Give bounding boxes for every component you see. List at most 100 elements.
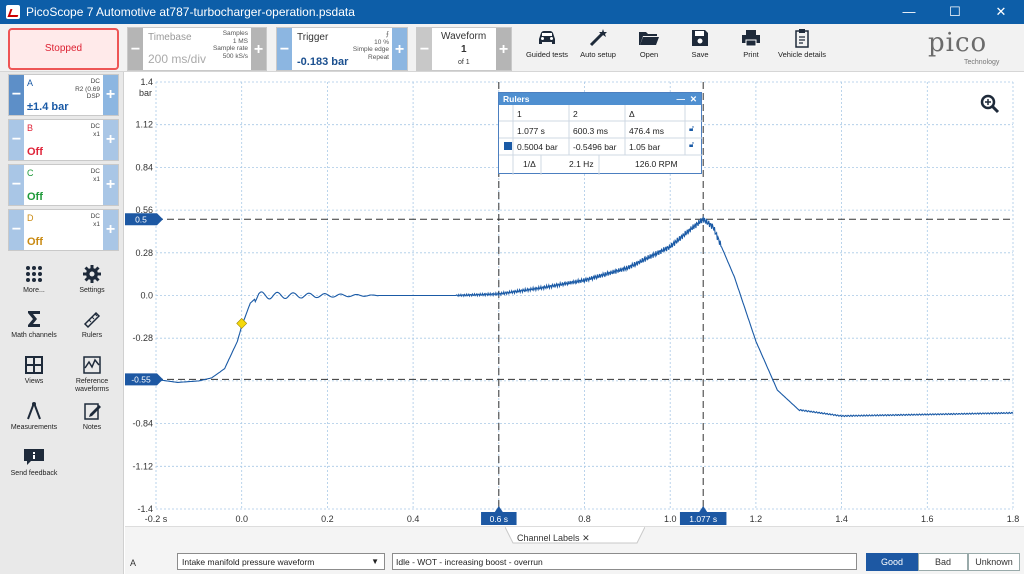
send-feedback-label: Send feedback	[10, 470, 58, 477]
channel-d-panel[interactable]: − D Off DC x1 +	[8, 209, 119, 251]
channel-b-panel[interactable]: − B Off DC x1 +	[8, 119, 119, 161]
save-label: Save	[691, 50, 709, 59]
minimize-button[interactable]: —	[902, 4, 916, 19]
vehicle-details-button[interactable]: Vehicle details	[772, 28, 832, 59]
channel-a-trace	[155, 215, 1014, 418]
views-icon	[25, 356, 43, 374]
y-unit-label: bar	[139, 88, 152, 98]
channel-b-name: B	[27, 123, 34, 133]
channel-d-decrease-button[interactable]: −	[9, 210, 24, 250]
ruler-icon	[83, 311, 101, 329]
channel-b-decrease-button[interactable]: −	[9, 120, 24, 160]
reference-waveforms-label: Reference waveforms	[75, 378, 109, 393]
more-button[interactable]: More...	[6, 264, 62, 295]
rulers-col2-header: 2	[573, 109, 578, 119]
timebase-increase-button[interactable]: +	[251, 28, 266, 70]
channel-d-probe: x1	[93, 220, 100, 228]
y-tick-label: 0.0	[140, 291, 153, 301]
rulers-frequency: 2.1 Hz	[569, 159, 594, 169]
channel-labels-close-icon[interactable]: ✕	[582, 533, 590, 543]
channel-b-increase-button[interactable]: +	[103, 120, 118, 160]
floppy-icon	[692, 30, 708, 46]
rulers-time-2: 600.3 ms	[573, 126, 608, 136]
guided-tests-button[interactable]: Guided tests	[517, 28, 577, 59]
waveform-description-input[interactable]: Idle - WOT - increasing boost - overrun	[392, 553, 857, 570]
rulers-panel[interactable]: Rulers — ✕ 1 2 Δ 1.077 s 600.3 ms 476.4 …	[498, 92, 703, 175]
reference-waveforms-button[interactable]: Reference waveforms	[64, 355, 120, 394]
waveform-current[interactable]: 1	[461, 44, 467, 55]
zoom-icon[interactable]	[979, 93, 1001, 115]
channel-a-decrease-button[interactable]: −	[9, 75, 24, 115]
y-tick-label: 1.12	[135, 120, 153, 130]
open-button[interactable]: Open	[619, 28, 679, 59]
channel-labels-tab[interactable]: Channel Labels ✕	[517, 533, 590, 544]
trigger-type[interactable]: Simple edge	[352, 46, 389, 53]
settings-button[interactable]: Settings	[64, 264, 120, 295]
auto-setup-button[interactable]: Auto setup	[568, 28, 628, 59]
channel-a-range[interactable]: ±1.4 bar	[27, 101, 69, 113]
close-window-button[interactable]: ✕	[995, 4, 1007, 19]
print-label: Print	[743, 50, 759, 59]
y-tick-label: 0.28	[135, 248, 153, 258]
print-button[interactable]: Print	[721, 28, 781, 59]
rulers-panel-header[interactable]: Rulers — ✕	[499, 93, 701, 105]
vertical-ruler-label: 0.6 s	[490, 514, 508, 524]
verdict-unknown-button[interactable]: Unknown	[968, 553, 1020, 571]
grid-dots-icon	[26, 266, 42, 282]
trigger-mode[interactable]: Repeat	[368, 53, 389, 61]
rulers-panel-title: Rulers	[503, 94, 530, 104]
verdict-good-button[interactable]: Good	[866, 553, 918, 571]
rulers-rpm: 126.0 RPM	[635, 159, 678, 169]
title-bar: PicoScope 7 Automotive at787-turbocharge…	[0, 0, 1024, 24]
channel-d-state[interactable]: Off	[27, 236, 43, 248]
rulers-minimize-icon[interactable]: —	[676, 94, 686, 104]
waveform-panel: − Waveform 1 of 1 +	[416, 27, 512, 71]
timebase-decrease-button[interactable]: −	[128, 28, 143, 70]
channel-c-state[interactable]: Off	[27, 191, 43, 203]
channel-c-coupling: DC	[90, 168, 100, 175]
open-label: Open	[639, 50, 659, 59]
more-label: More...	[23, 287, 45, 294]
waveform-label-select[interactable]: Intake manifold pressure waveform ▼	[177, 553, 385, 570]
y-tick-label: -0.28	[132, 333, 153, 343]
channel-c-name: C	[27, 168, 34, 178]
channel-a-panel[interactable]: − A ±1.4 bar DC R2 (0.69 DSP +	[8, 74, 119, 116]
rulers-value-lock-icon[interactable]: 🔓︎	[689, 140, 695, 149]
measurements-button[interactable]: Measurements	[6, 401, 62, 432]
channel-a-increase-button[interactable]: +	[103, 75, 118, 115]
wand-icon	[589, 29, 607, 47]
samples-value[interactable]: 1 MS	[232, 37, 248, 45]
channel-a-dsp: DSP	[86, 93, 100, 100]
x-tick-label: 1.2	[750, 514, 763, 524]
x-tick-label: 0.0	[235, 514, 248, 524]
rulers-label: Rulers	[81, 332, 103, 339]
channel-d-increase-button[interactable]: +	[103, 210, 118, 250]
verdict-bad-button[interactable]: Bad	[918, 553, 968, 571]
car-icon	[539, 31, 555, 44]
x-tick-label: 1.6	[921, 514, 934, 524]
rulers-time-lock-icon[interactable]: 🔓︎	[689, 124, 695, 133]
notes-button[interactable]: Notes	[64, 401, 120, 432]
run-stop-button[interactable]: Stopped	[8, 28, 119, 70]
maximize-button[interactable]: ☐	[949, 4, 961, 19]
waveform-prev-button[interactable]: −	[417, 28, 432, 70]
trigger-point-marker	[236, 317, 248, 329]
waveform-next-button[interactable]: +	[496, 28, 511, 70]
channel-labels-tab-label: Channel Labels	[517, 533, 580, 543]
channel-c-increase-button[interactable]: +	[103, 165, 118, 205]
rulers-button[interactable]: Rulers	[64, 309, 120, 340]
timebase-value[interactable]: 200 ms/div	[148, 52, 207, 66]
channel-b-state[interactable]: Off	[27, 146, 43, 158]
math-channels-button[interactable]: Math channels	[6, 309, 62, 340]
send-feedback-button[interactable]: Send feedback	[6, 447, 62, 478]
ruler-handle	[679, 506, 727, 525]
save-button[interactable]: Save	[670, 28, 730, 59]
ruler-handle	[125, 213, 163, 226]
channel-c-decrease-button[interactable]: −	[9, 165, 24, 205]
views-button[interactable]: Views	[6, 355, 62, 386]
trigger-increase-button[interactable]: +	[392, 28, 407, 70]
trigger-decrease-button[interactable]: −	[277, 28, 292, 70]
channel-c-panel[interactable]: − C Off DC x1 +	[8, 164, 119, 206]
trigger-level-value[interactable]: -0.183 bar	[297, 56, 349, 68]
rulers-close-icon[interactable]: ✕	[689, 94, 697, 104]
